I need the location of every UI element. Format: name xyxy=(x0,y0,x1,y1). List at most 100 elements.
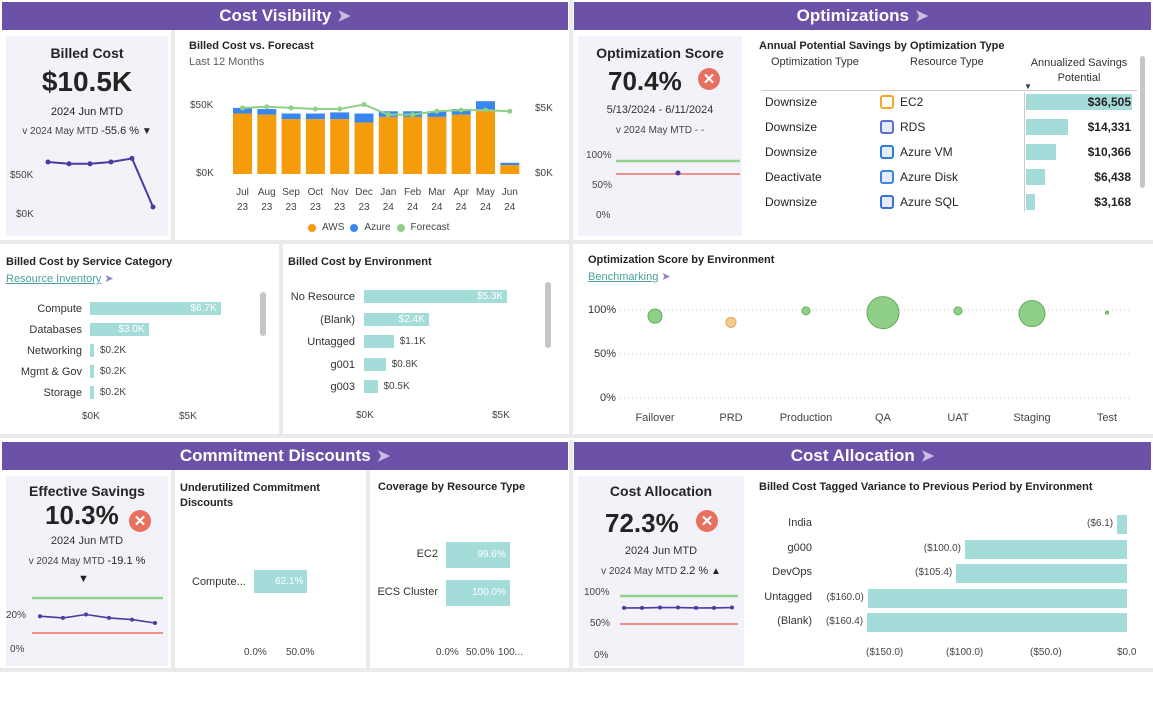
forecast-point xyxy=(264,104,270,110)
resource-type-cell: Azure VM xyxy=(900,145,953,159)
scrollbar[interactable] xyxy=(545,282,551,348)
bar[interactable] xyxy=(364,290,508,303)
optimization-type-cell: Downsize xyxy=(765,145,818,159)
resource-type-cell: Azure Disk xyxy=(900,170,959,184)
forecast-point xyxy=(410,112,416,118)
spark-point xyxy=(694,605,698,610)
bar-aws xyxy=(233,113,252,174)
category-label: India xyxy=(788,517,812,529)
col-header-optimization-type[interactable]: Optimization Type xyxy=(771,56,859,68)
compare-prefix: v 2024 May MTD xyxy=(22,126,99,137)
band-optimizations[interactable]: Optimizations ➤ xyxy=(574,2,1151,30)
resource-inventory-link[interactable]: Resource Inventory ➤ xyxy=(6,272,114,285)
spark-point xyxy=(107,615,111,620)
rds-icon xyxy=(880,120,894,134)
score-bubble xyxy=(801,306,811,316)
col-header-savings-line2: Potential xyxy=(1057,72,1101,84)
bar-azure xyxy=(233,107,252,114)
table-header-rule xyxy=(761,90,1137,91)
scrollbar[interactable] xyxy=(1140,56,1145,188)
bar-value-label: $2.4K xyxy=(398,313,425,325)
billed-vs-forecast-chart[interactable]: Jul 23 Aug 23 Sep 23 Oct 23 Nov 23 Dec 23 Jan 24 Feb 24… xyxy=(225,70,525,230)
cost-allocation-kpi-card[interactable] xyxy=(578,476,744,666)
category-label: Mgmt & Gov xyxy=(20,366,82,378)
underutilized-title-line2: Discounts xyxy=(180,497,234,509)
chevron-right-icon: ➤ xyxy=(337,8,351,25)
ec2-icon xyxy=(880,95,894,109)
bar[interactable] xyxy=(364,335,394,348)
environment-cost-title: Billed Cost by Environment xyxy=(288,256,432,268)
benchmarking-link[interactable]: Benchmarking ➤ xyxy=(588,270,671,283)
billed-cost-title: Billed Cost xyxy=(50,45,124,61)
bar[interactable] xyxy=(90,365,94,378)
x-tick-month: Oct xyxy=(308,187,324,198)
bar[interactable] xyxy=(364,380,378,393)
coverage-title: Coverage by Resource Type xyxy=(378,481,526,493)
coverage-bar[interactable] xyxy=(446,542,510,568)
spark-point xyxy=(61,615,65,620)
y-tick-left: $50K xyxy=(190,100,214,111)
divider xyxy=(0,668,1153,672)
resource-inventory-label: Resource Inventory xyxy=(6,273,102,285)
variance-bar[interactable] xyxy=(867,613,1127,632)
bar-value-label: ($105.4) xyxy=(915,567,953,578)
chevron-right-icon: ➤ xyxy=(661,271,671,283)
band-commitment-title: Commitment Discounts xyxy=(179,446,371,465)
effective-savings-kpi-card[interactable] xyxy=(6,476,168,666)
bar[interactable] xyxy=(90,323,149,336)
chevron-right-icon: ➤ xyxy=(920,448,935,465)
bar[interactable] xyxy=(90,344,94,357)
underutilized-bar[interactable] xyxy=(254,570,308,593)
down-arrow-icon: ▼ xyxy=(78,573,89,585)
legend-azure: Azure xyxy=(364,222,391,233)
bar[interactable] xyxy=(90,386,94,399)
savings-bar xyxy=(1026,144,1057,160)
y-tick: 100% xyxy=(588,304,617,316)
forecast-point xyxy=(458,107,464,113)
legend-dot-aws xyxy=(308,223,316,232)
coverage-bar[interactable] xyxy=(446,580,510,606)
y-tick: 0% xyxy=(10,644,25,655)
azure-vm-icon xyxy=(880,145,894,159)
bar-aws xyxy=(403,116,423,174)
score-bubble xyxy=(953,306,963,316)
col-header-resource-type[interactable]: Resource Type xyxy=(910,56,984,68)
bar-azure xyxy=(500,162,520,166)
billed-cost-kpi-card[interactable] xyxy=(6,36,168,236)
band-cost-visibility-title: Cost Visibility xyxy=(219,6,332,25)
category-label: Untagged xyxy=(764,590,812,603)
col-header-savings[interactable]: Annualized Savings Potential xyxy=(1024,56,1134,86)
x-tick-year: 23 xyxy=(310,202,322,213)
sort-desc-icon[interactable]: ▼ xyxy=(1024,82,1032,91)
variance-bar[interactable] xyxy=(867,588,1127,608)
band-optimizations-title: Optimizations xyxy=(796,6,909,25)
bar[interactable] xyxy=(90,302,221,315)
chevron-right-icon: ➤ xyxy=(376,448,391,465)
bar-value-label: $0.2K xyxy=(99,387,127,398)
spark-point xyxy=(108,159,114,165)
compare-value: 2.2 % xyxy=(680,565,709,577)
bar[interactable] xyxy=(364,312,429,326)
x-tick-month: Jun xyxy=(502,187,518,198)
x-tick-year: 23 xyxy=(286,202,298,213)
band-commitment-discounts[interactable]: Commitment Discounts ➤ xyxy=(2,442,568,470)
bar-value-label: ($160.4) xyxy=(825,616,864,627)
x-tick-month: Mar xyxy=(428,187,446,198)
divider xyxy=(366,470,370,668)
bar[interactable] xyxy=(364,357,386,371)
scrollbar[interactable] xyxy=(260,292,266,336)
optimization-score-compare: v 2024 May MTD - - xyxy=(615,125,705,136)
variance-bar[interactable] xyxy=(965,539,1127,559)
score-bubble xyxy=(647,308,663,324)
bar-value-label: ($6.1) xyxy=(1086,518,1114,529)
variance-bar[interactable] xyxy=(1117,515,1127,534)
cost-allocation-title: Cost Allocation xyxy=(609,483,713,499)
band-cost-allocation[interactable]: Cost Allocation ➤ xyxy=(574,442,1151,470)
divider xyxy=(0,240,1153,244)
variance-bar[interactable] xyxy=(956,564,1127,583)
bar-value-label: $5.3K xyxy=(476,291,504,302)
band-cost-visibility[interactable]: Cost Visibility ➤ xyxy=(2,2,568,30)
score-by-env-chart[interactable]: Failover PRD Production QA UAT Staging Test xyxy=(620,290,1140,430)
forecast-point xyxy=(361,102,367,108)
azure-disk-icon xyxy=(880,170,894,184)
